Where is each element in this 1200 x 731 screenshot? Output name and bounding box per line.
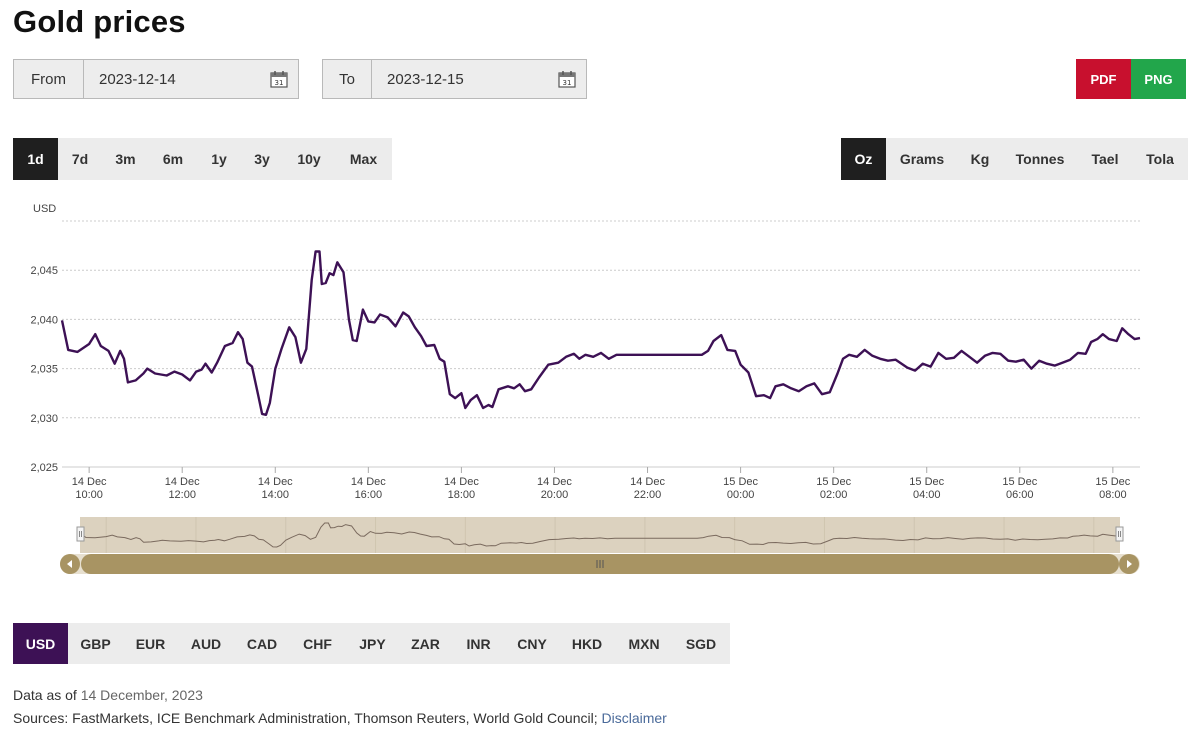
from-date-value: 2023-12-14 [99, 70, 176, 88]
calendar-icon[interactable]: 31 [558, 70, 576, 88]
y-tick-label: 2,030 [30, 413, 58, 425]
currency-eur[interactable]: EUR [135, 635, 166, 652]
x-tick-label-date: 15 Dec [1002, 476, 1037, 488]
scroll-left-icon[interactable] [60, 554, 80, 574]
currency-usd[interactable]: USD [13, 623, 68, 664]
x-tick-label-time: 22:00 [634, 489, 662, 501]
svg-text:31: 31 [563, 79, 572, 87]
to-label: To [323, 60, 372, 98]
x-tick-label-date: 15 Dec [816, 476, 851, 488]
navigator-grid [105, 517, 1095, 553]
range-1d[interactable]: 1d [13, 138, 58, 180]
currency-hkd[interactable]: HKD [571, 635, 603, 652]
x-tick-label-time: 18:00 [448, 489, 476, 501]
disclaimer-link[interactable]: Disclaimer [601, 710, 667, 726]
currency-selector: USD GBP EUR AUD CAD CHF JPY ZAR INR CNY HKD MXN SGD [13, 623, 730, 664]
scroll-right-icon[interactable] [1119, 554, 1139, 574]
y-tick-label: 2,025 [30, 462, 58, 474]
unit-tola[interactable]: Tola [1146, 151, 1174, 167]
y-tick-label: 2,035 [30, 364, 58, 376]
navigator-background [80, 517, 1120, 553]
range-1y[interactable]: 1y [211, 151, 227, 167]
time-range-selector: 1d 7d 3m 6m 1y 3y 10y Max [13, 138, 392, 180]
x-tick-label-time: 06:00 [1006, 489, 1034, 501]
price-series-line [60, 250, 1141, 416]
currency-chf[interactable]: CHF [303, 635, 332, 652]
x-tick-label-date: 14 Dec [258, 476, 293, 488]
currency-gbp[interactable]: GBP [80, 635, 111, 652]
to-date-field[interactable]: To 2023-12-15 31 [322, 59, 587, 99]
pdf-button[interactable]: PDF [1076, 59, 1131, 99]
currency-jpy[interactable]: JPY [359, 635, 386, 652]
data-as-of: Data as of 14 December, 2023 [13, 687, 203, 703]
y-axis-ticks: 2,025 2,030 2,035 2,040 2,045 [30, 265, 58, 474]
to-date-input[interactable]: 2023-12-15 31 [372, 60, 586, 98]
x-tick-label-time: 08:00 [1099, 489, 1127, 501]
currency-cad[interactable]: CAD [246, 635, 278, 652]
x-tick-label-time: 20:00 [541, 489, 569, 501]
currency-mxn[interactable]: MXN [628, 635, 660, 652]
x-tick-label-time: 02:00 [820, 489, 848, 501]
x-tick-label-time: 16:00 [355, 489, 383, 501]
from-date-field[interactable]: From 2023-12-14 31 [13, 59, 299, 99]
navigator-scrollbar[interactable] [60, 554, 1140, 574]
x-tick-label-time: 00:00 [727, 489, 755, 501]
range-10y[interactable]: 10y [297, 151, 321, 167]
sources-line: Sources: FastMarkets, ICE Benchmark Admi… [13, 710, 667, 726]
x-tick-label-date: 14 Dec [537, 476, 572, 488]
from-label: From [14, 60, 84, 98]
currency-aud[interactable]: AUD [190, 635, 222, 652]
x-tick-label-time: 12:00 [168, 489, 196, 501]
x-tick-label-date: 14 Dec [165, 476, 200, 488]
range-3y[interactable]: 3y [254, 151, 270, 167]
unit-tonnes[interactable]: Tonnes [1015, 151, 1065, 167]
to-date-value: 2023-12-15 [387, 70, 464, 88]
x-tick-label-date: 14 Dec [72, 476, 107, 488]
unit-kg[interactable]: Kg [970, 151, 990, 167]
export-buttons: PDF PNG [1076, 59, 1186, 99]
x-tick-label-date: 14 Dec [351, 476, 386, 488]
x-tick-label-date: 14 Dec [444, 476, 479, 488]
svg-text:31: 31 [275, 79, 284, 87]
x-tick-label-time: 04:00 [913, 489, 941, 501]
navigator-handle-icon[interactable] [1115, 526, 1124, 542]
x-tick-label-time: 10:00 [75, 489, 103, 501]
x-tick-label-date: 15 Dec [909, 476, 944, 488]
png-button[interactable]: PNG [1131, 59, 1186, 99]
currency-sgd[interactable]: SGD [685, 635, 717, 652]
data-as-of-label: Data as of [13, 687, 77, 703]
y-tick-label: 2,045 [30, 265, 58, 277]
range-3m[interactable]: 3m [115, 151, 136, 167]
currency-cny[interactable]: CNY [517, 635, 547, 652]
range-navigator[interactable] [76, 517, 1124, 553]
x-tick-label-time: 14:00 [262, 489, 290, 501]
x-tick-label-date: 15 Dec [723, 476, 758, 488]
scroll-grip-icon[interactable] [596, 560, 604, 568]
range-6m[interactable]: 6m [162, 151, 184, 167]
navigator-handle-icon[interactable] [76, 526, 85, 542]
unit-oz[interactable]: Oz [841, 138, 886, 180]
unit-selector: Oz Grams Kg Tonnes Tael Tola [841, 138, 1188, 180]
page-title: Gold prices [13, 4, 186, 39]
sources-text: Sources: FastMarkets, ICE Benchmark Admi… [13, 710, 598, 726]
chart-grid [62, 220, 1140, 468]
navigator-series-line [79, 522, 1121, 548]
unit-grams[interactable]: Grams [899, 151, 945, 167]
x-tick-label-date: 14 Dec [630, 476, 665, 488]
x-tick-label-date: 15 Dec [1095, 476, 1130, 488]
from-date-input[interactable]: 2023-12-14 31 [84, 60, 298, 98]
data-as-of-date: 14 December, 2023 [80, 687, 203, 703]
unit-tael[interactable]: Tael [1091, 151, 1119, 167]
y-tick-label: 2,040 [30, 314, 58, 326]
range-max[interactable]: Max [349, 151, 378, 167]
range-7d[interactable]: 7d [71, 151, 89, 167]
calendar-icon[interactable]: 31 [270, 70, 288, 88]
y-axis-label: USD [33, 203, 56, 215]
currency-inr[interactable]: INR [466, 635, 491, 652]
currency-zar[interactable]: ZAR [411, 635, 440, 652]
